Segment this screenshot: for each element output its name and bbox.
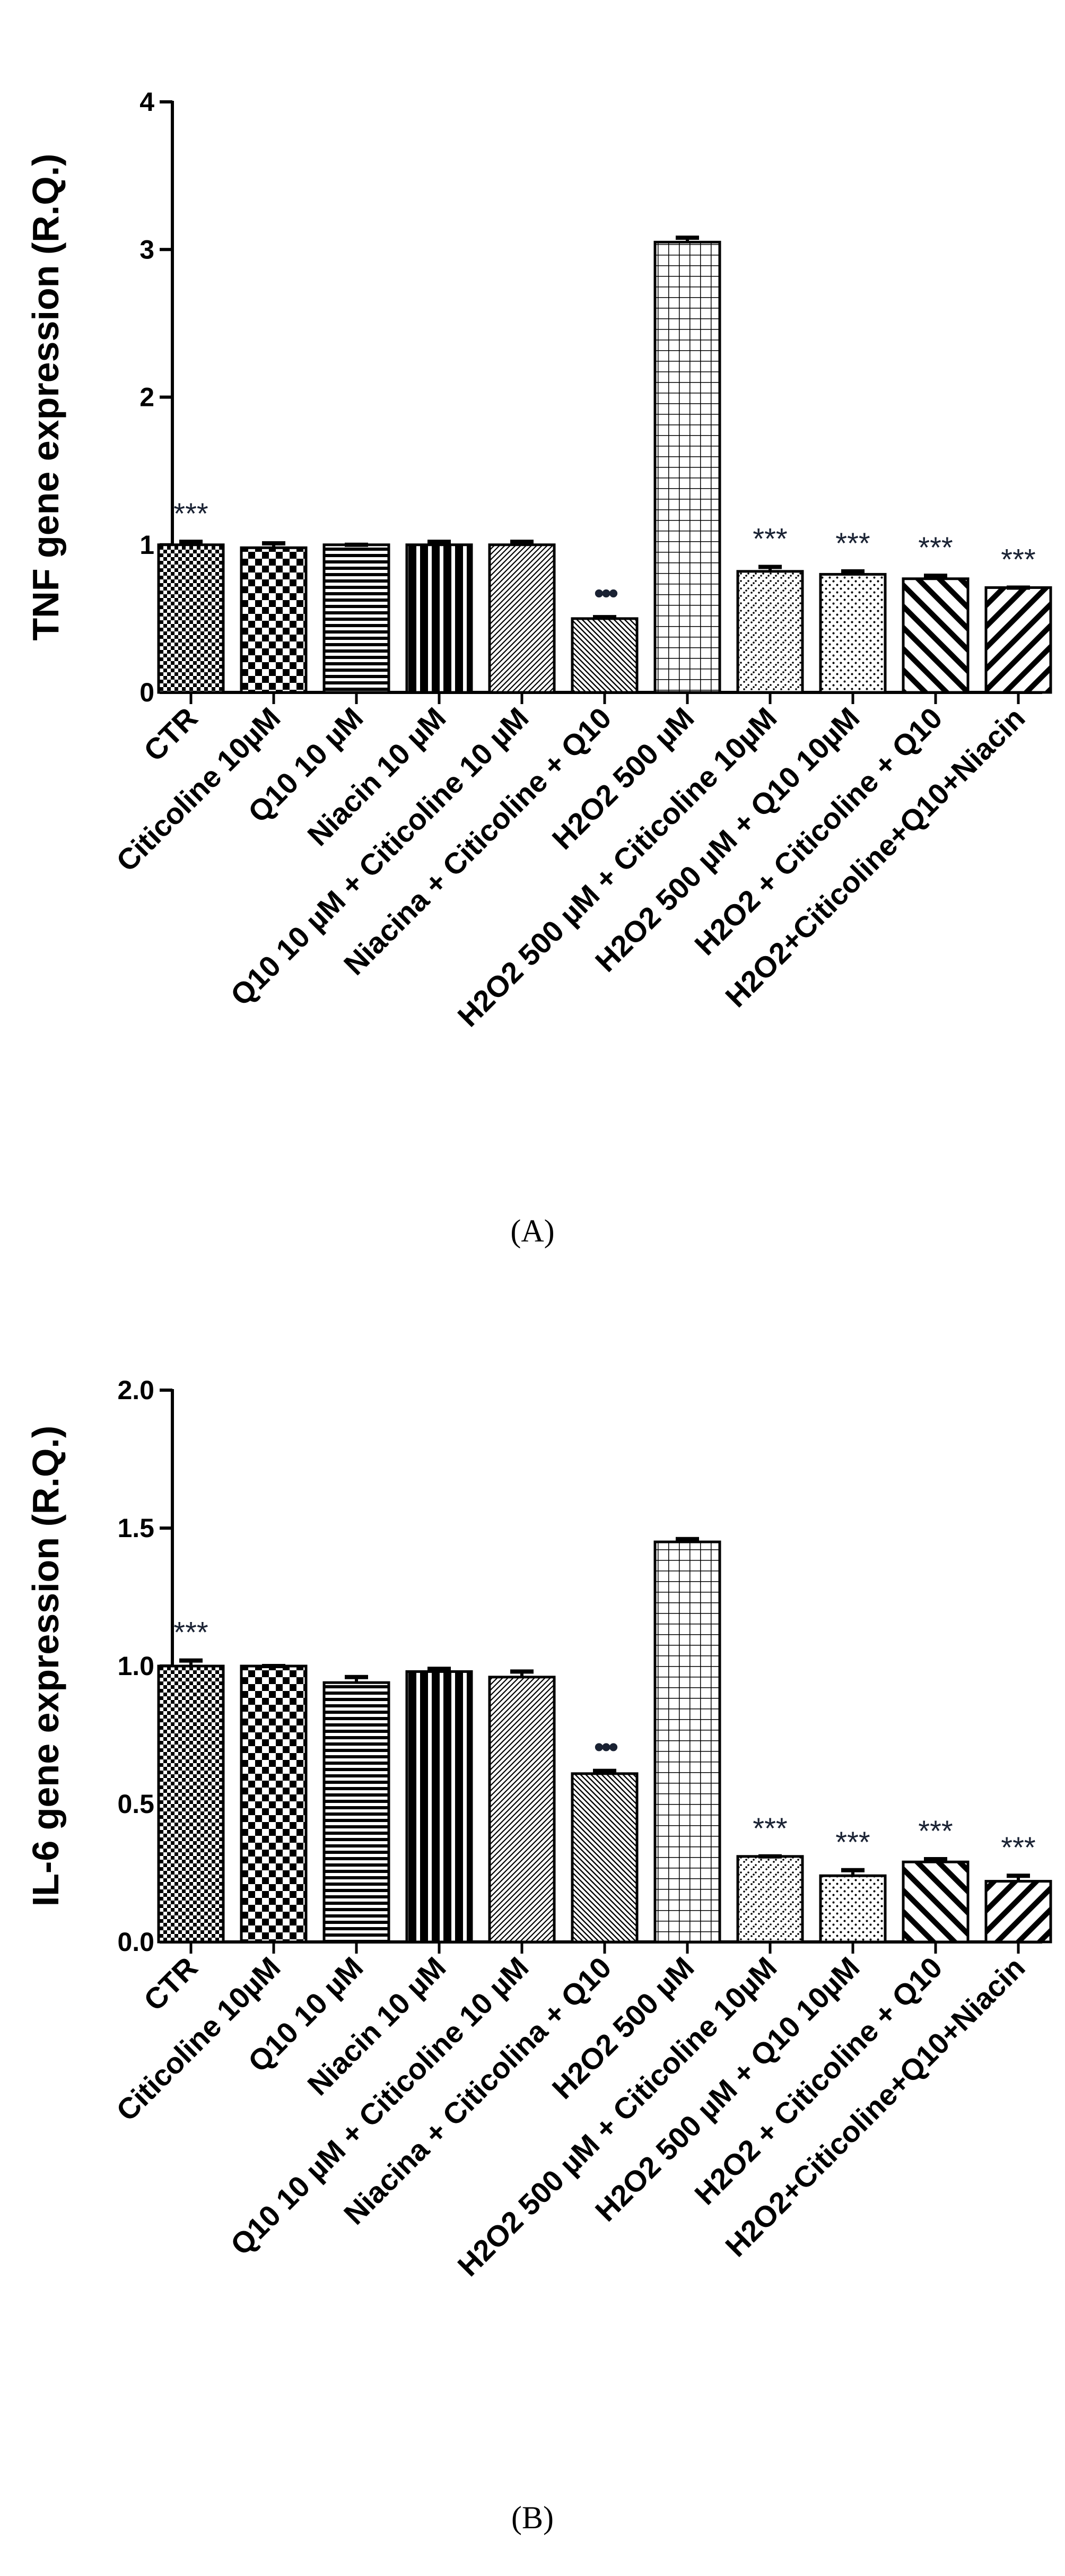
- bar-group: [736, 565, 804, 694]
- bar-group: [322, 1675, 390, 1944]
- bar: [157, 1664, 225, 1944]
- bar: [819, 573, 887, 694]
- bar: [157, 543, 225, 694]
- bar: [984, 586, 1052, 694]
- bar: [488, 543, 556, 694]
- bar: [902, 1860, 970, 1944]
- bar: [322, 543, 390, 694]
- significance-label: ***: [835, 1825, 870, 1859]
- bar-group: [984, 1874, 1052, 1944]
- category-label: CTR: [137, 1950, 204, 2017]
- significance-label: ***: [173, 1616, 208, 1649]
- bar-group: [488, 1669, 556, 1944]
- bar-group: [819, 1868, 887, 1944]
- category-label: H2O2+Citicoline+Q10+Niacin: [719, 701, 1031, 1013]
- bar-group: [157, 540, 225, 694]
- significance-label: ***: [918, 1814, 953, 1848]
- figure-caption: (B): [511, 2500, 554, 2535]
- category-label: H2O2+Citicoline+Q10+Niacin: [719, 1950, 1031, 2263]
- bar-group: [322, 542, 390, 694]
- significance-label: •••: [594, 576, 618, 610]
- bar: [240, 1664, 308, 1944]
- bar-group: [405, 540, 473, 694]
- bar: [405, 1670, 473, 1944]
- significance-label: ***: [1001, 1831, 1035, 1864]
- bar: [736, 1855, 804, 1944]
- bar-group: [488, 540, 556, 694]
- bar: [405, 543, 473, 694]
- y-tick-label: 1: [139, 530, 154, 560]
- bar: [240, 546, 308, 694]
- bar: [819, 1874, 887, 1944]
- chart-panel-a: TNF gene expression (R.Q.) 0 1 2 3 4 *** CTR Cit…: [0, 0, 1065, 1284]
- bar: [653, 240, 721, 694]
- y-tick-label: 4: [139, 87, 154, 117]
- bar-group: [240, 1664, 308, 1944]
- y-axis-label: IL-6 gene expression (R.Q.): [25, 1426, 66, 1906]
- tnf-bar-chart: TNF gene expression (R.Q.)01234***CTRCit…: [25, 87, 1052, 1248]
- significance-label: •••: [594, 1730, 618, 1764]
- chart-panel-b: IL-6 gene expression (R.Q.) 0.0 0.5 1.0 1.5 2…: [0, 1284, 1065, 2576]
- bar-group: [405, 1667, 473, 1944]
- category-label: Q10 10 µM + Citicoline 10 µM: [224, 1950, 535, 2261]
- y-axis-label: TNF gene expression (R.Q.): [25, 154, 66, 641]
- y-tick-label: 3: [139, 235, 154, 264]
- bar: [488, 1676, 556, 1944]
- y-tick-label: 1.5: [117, 1513, 154, 1543]
- bar: [653, 1540, 721, 1944]
- y-tick-label: 0.0: [117, 1927, 154, 1957]
- il6-bar-chart: IL-6 gene expression (R.Q.) 0.0 0.5 1.0 1.5 2…: [25, 1375, 1052, 2535]
- y-tick-label: 0.5: [117, 1789, 154, 1819]
- bar-group: [571, 1768, 639, 1944]
- category-label: H2O2 500 µM: [546, 1950, 701, 2105]
- significance-label: ***: [835, 526, 870, 560]
- significance-label: ***: [173, 497, 208, 530]
- bar-group: [984, 585, 1052, 694]
- bar-group: [571, 615, 639, 694]
- bar-group: [157, 1658, 225, 1944]
- bar-group: [736, 1854, 804, 1944]
- y-tick-label: 0: [139, 678, 154, 707]
- y-tick-label: 1.0: [117, 1651, 154, 1681]
- bar-group: [902, 1857, 970, 1944]
- bar-group: [902, 574, 970, 694]
- significance-label: ***: [1001, 542, 1035, 576]
- bar: [322, 1681, 390, 1944]
- category-label: Q10 10 µM + Citicoline 10 µM: [224, 701, 535, 1012]
- bar-group: [240, 541, 308, 694]
- bar: [984, 1880, 1052, 1944]
- bar: [902, 577, 970, 694]
- bar: [736, 570, 804, 694]
- y-tick-label: 2.0: [117, 1375, 154, 1405]
- significance-label: ***: [753, 1811, 787, 1845]
- category-label: CTR: [137, 701, 204, 768]
- bar: [571, 617, 639, 694]
- bar: [571, 1772, 639, 1944]
- category-label: H2O2 500 µM: [546, 701, 701, 856]
- significance-label: ***: [918, 531, 953, 564]
- y-tick-label: 2: [139, 383, 154, 412]
- bar-group: [819, 569, 887, 694]
- figure-caption: (A): [510, 1213, 554, 1248]
- significance-label: ***: [753, 522, 787, 555]
- bar-group: [653, 1537, 721, 1944]
- bar-group: [653, 235, 721, 694]
